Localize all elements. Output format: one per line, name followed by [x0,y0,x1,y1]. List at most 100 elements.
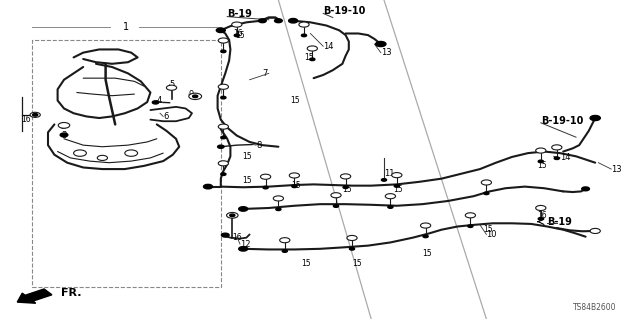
Bar [32,40,221,287]
Circle shape [239,207,248,211]
Circle shape [125,150,138,156]
Circle shape [423,235,428,238]
Circle shape [239,247,248,251]
Circle shape [204,184,212,189]
Circle shape [536,148,546,153]
Text: 16: 16 [538,211,547,220]
Text: 5: 5 [170,80,175,89]
Text: 15: 15 [301,259,310,268]
Circle shape [340,174,351,179]
Circle shape [538,160,543,163]
Circle shape [307,46,317,51]
Circle shape [58,122,70,128]
Text: 1: 1 [123,22,129,32]
Circle shape [275,19,282,23]
Text: 3: 3 [61,131,66,140]
Text: TS84B2600: TS84B2600 [573,303,616,312]
Text: 15: 15 [342,185,352,194]
Circle shape [259,19,266,23]
Circle shape [292,185,297,188]
Text: 4: 4 [157,96,162,105]
Circle shape [552,145,562,150]
Circle shape [218,124,228,129]
Circle shape [260,174,271,179]
Text: 11: 11 [384,169,394,178]
Text: FR.: FR. [61,288,81,298]
Text: 16: 16 [234,29,243,38]
Circle shape [381,179,387,181]
Circle shape [30,112,40,117]
Circle shape [227,212,238,218]
Circle shape [420,223,431,228]
Circle shape [465,213,476,218]
Text: 12: 12 [240,240,250,249]
Circle shape [218,84,228,89]
Text: 13: 13 [381,48,392,57]
Circle shape [234,34,239,37]
Circle shape [582,187,589,191]
Text: 7: 7 [262,69,268,78]
Text: 16: 16 [21,115,31,124]
Text: 15: 15 [422,249,432,258]
Circle shape [282,250,287,252]
Text: 15: 15 [304,53,314,62]
Circle shape [554,157,559,160]
Circle shape [166,85,177,90]
Text: 9: 9 [189,90,194,99]
Circle shape [221,50,226,53]
Circle shape [221,233,229,237]
Circle shape [484,192,489,195]
Circle shape [276,208,281,211]
Text: 15: 15 [394,185,403,194]
Text: 14: 14 [560,153,570,162]
Circle shape [331,193,341,198]
Text: 8: 8 [256,141,261,150]
Circle shape [263,186,268,189]
Text: 15: 15 [242,176,252,185]
Circle shape [536,205,546,211]
Circle shape [221,96,226,99]
Circle shape [216,28,225,33]
Circle shape [230,214,235,217]
Text: B-19: B-19 [227,9,252,19]
Text: B-19: B-19 [547,217,572,227]
Circle shape [97,155,108,160]
Text: 15: 15 [290,96,300,105]
Circle shape [218,145,224,148]
Text: 14: 14 [323,42,333,51]
Circle shape [189,93,202,100]
Text: 15: 15 [242,152,252,161]
Circle shape [301,34,307,37]
Circle shape [333,205,339,207]
Text: 15: 15 [236,31,245,40]
FancyArrow shape [17,289,52,303]
Circle shape [232,22,242,27]
Text: 15: 15 [352,259,362,268]
Circle shape [392,173,402,178]
Text: 2: 2 [61,122,66,130]
Text: 15: 15 [538,161,547,170]
Circle shape [221,173,226,175]
Circle shape [343,186,348,189]
Circle shape [590,115,600,121]
Circle shape [280,238,290,243]
Circle shape [218,161,228,166]
Circle shape [590,228,600,234]
Circle shape [299,22,309,27]
Text: 10: 10 [486,230,497,239]
Circle shape [347,235,357,241]
Text: 15: 15 [483,225,493,234]
Circle shape [60,133,68,137]
Circle shape [388,206,393,208]
Text: B-19-10: B-19-10 [323,6,365,16]
Circle shape [376,41,386,47]
Circle shape [152,101,159,104]
Circle shape [221,136,226,139]
Text: 16: 16 [232,233,242,242]
Circle shape [289,173,300,178]
Circle shape [193,95,198,98]
Text: 6: 6 [163,112,168,121]
Circle shape [273,196,284,201]
Circle shape [74,150,86,156]
Circle shape [385,194,396,199]
